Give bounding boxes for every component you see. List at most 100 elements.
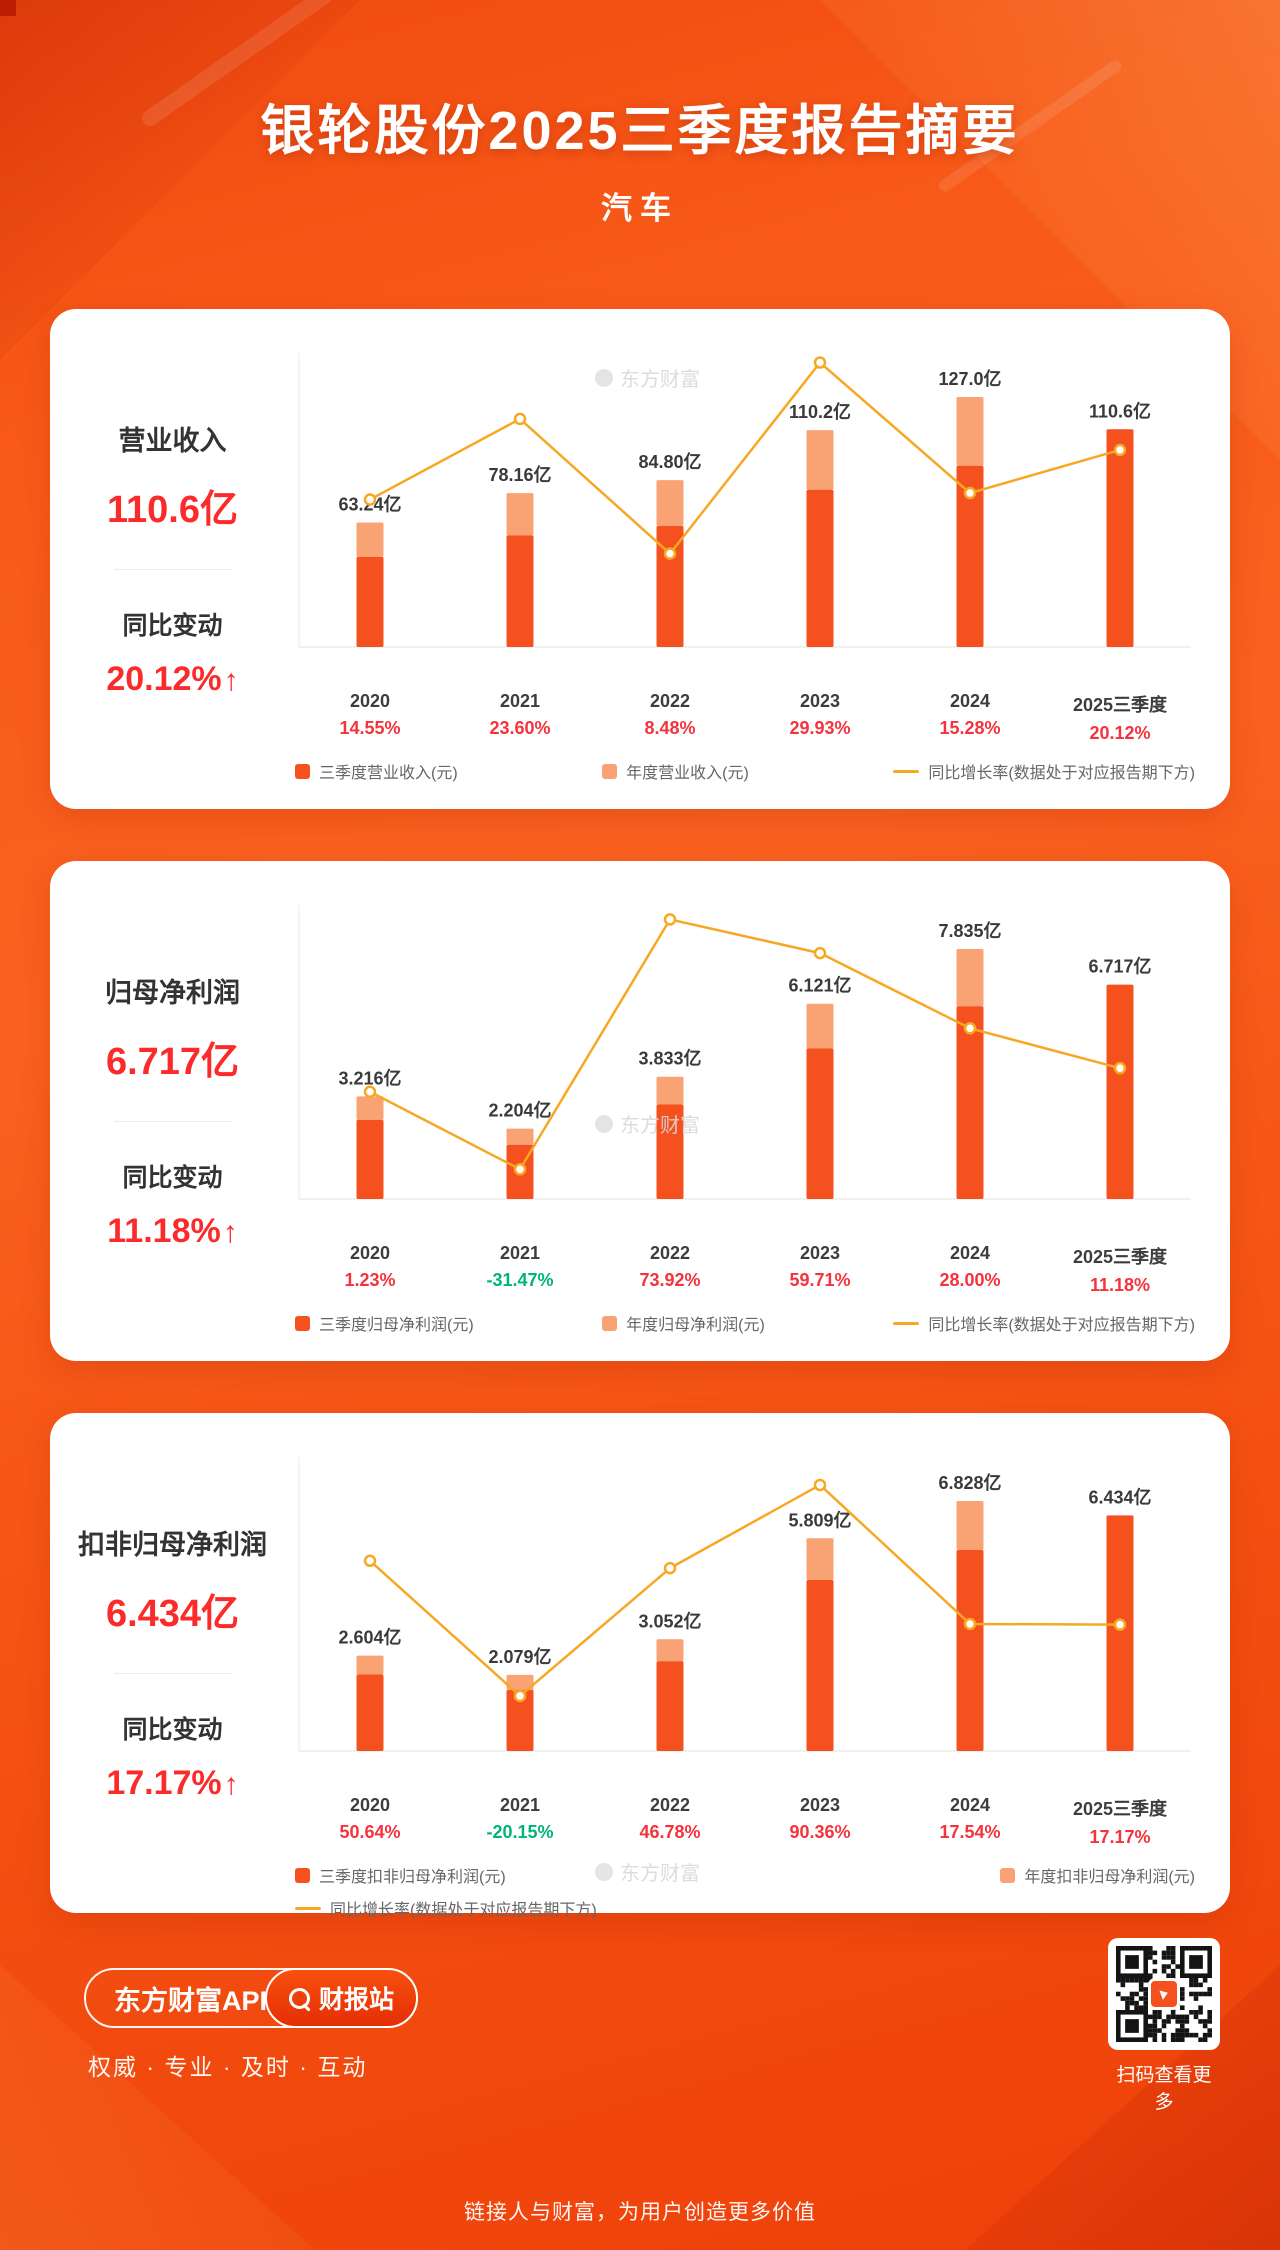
legend-label: 三季度归母净利润(元) bbox=[319, 1317, 474, 1334]
change-percent: 17.17% bbox=[106, 1764, 222, 1802]
metric-value: 110.6亿 bbox=[107, 489, 238, 531]
svg-text:3.833亿: 3.833亿 bbox=[638, 1048, 701, 1069]
divider bbox=[113, 569, 232, 570]
legend-line-swatch bbox=[893, 769, 920, 773]
x-axis-label: 2021 -20.15% bbox=[486, 1795, 554, 1842]
svg-text:5.809亿: 5.809亿 bbox=[788, 1509, 851, 1530]
legend-line-swatch bbox=[893, 1321, 920, 1325]
corner-accent bbox=[0, 0, 16, 16]
legend-item: 三季度归母净利润(元) bbox=[295, 1311, 474, 1335]
page-title: 银轮股份2025三季度报告摘要 bbox=[260, 101, 1020, 161]
watermark: 东方财富 bbox=[595, 1857, 700, 1886]
change-value: 11.18%↑ bbox=[107, 1212, 237, 1251]
x-axis-label: 2022 46.78% bbox=[639, 1795, 701, 1842]
change-value: 17.17%↑ bbox=[106, 1764, 238, 1803]
up-arrow-icon: ↑ bbox=[223, 664, 239, 697]
up-arrow-icon: ↑ bbox=[222, 1216, 238, 1249]
chart-legend: 三季度归母净利润(元) 年度归母净利润(元) 同比增长率(数据处于对应报告期下方) bbox=[295, 1311, 1195, 1335]
svg-text:3.052亿: 3.052亿 bbox=[638, 1610, 701, 1631]
x-axis-label: 2022 73.92% bbox=[639, 1243, 701, 1290]
svg-text:3.216亿: 3.216亿 bbox=[338, 1067, 401, 1088]
change-percent: 11.18% bbox=[107, 1212, 221, 1250]
x-axis-label: 2023 90.36% bbox=[789, 1795, 851, 1842]
x-axis-labels: 2020 50.64% 2021 -20.15% 2022 46.78% 2023 90.36… bbox=[295, 1795, 1195, 1848]
app-name: 东方财富APP bbox=[114, 1985, 278, 2016]
legend-label: 年度归母净利润(元) bbox=[626, 1317, 765, 1334]
svg-text:6.434亿: 6.434亿 bbox=[1088, 1486, 1151, 1507]
qr-caption: 扫码查看更多 bbox=[1116, 2065, 1212, 2113]
watermark: 东方财富 bbox=[595, 1109, 700, 1138]
svg-text:110.6亿: 110.6亿 bbox=[1089, 400, 1151, 421]
x-axis-label: 2021 -31.47% bbox=[486, 1243, 554, 1290]
svg-text:7.835亿: 7.835亿 bbox=[938, 920, 1001, 941]
legend-label: 同比增长率(数据处于对应报告期下方) bbox=[928, 1317, 1195, 1334]
legend-item: 同比增长率(数据处于对应报告期下方) bbox=[893, 759, 1195, 783]
metric-title: 营业收入 bbox=[118, 426, 227, 456]
legend-item: 三季度扣非归母净利润(元) bbox=[295, 1863, 506, 1887]
x-axis-label: 2025三季度 17.17% bbox=[1072, 1799, 1168, 1847]
x-axis-label: 2021 23.60% bbox=[489, 691, 551, 738]
legend-square-swatch bbox=[602, 763, 618, 779]
chart-area: 东方财富 2.604亿 2.079亿 3.052亿 5.809亿 6.828亿 6.434… bbox=[295, 1433, 1205, 1919]
qr-pattern bbox=[1116, 1946, 1212, 2042]
x-axis-label: 2024 17.54% bbox=[939, 1795, 1001, 1842]
legend-label: 年度营业收入(元) bbox=[626, 765, 749, 782]
legend-label: 同比增长率(数据处于对应报告期下方) bbox=[330, 1902, 597, 1919]
legend-square-swatch bbox=[295, 1867, 310, 1883]
svg-text:110.2亿: 110.2亿 bbox=[789, 401, 851, 422]
svg-text:6.828亿: 6.828亿 bbox=[938, 1472, 1001, 1493]
metric-summary: 营业收入 110.6亿 同比变动 20.12%↑ bbox=[50, 309, 295, 809]
qr-code bbox=[1108, 1938, 1220, 2050]
legend-label: 三季度扣非归母净利润(元) bbox=[319, 1869, 506, 1886]
metric-card: 扣非归母净利润 6.434亿 同比变动 17.17%↑ 东方财富 2.604亿 2… bbox=[50, 1413, 1230, 1919]
x-axis-label: 2024 28.00% bbox=[939, 1243, 1001, 1290]
metric-value: 6.434亿 bbox=[105, 1593, 240, 1635]
legend-item: 年度营业收入(元) bbox=[602, 759, 749, 783]
legend-item: 同比增长率(数据处于对应报告期下方) bbox=[893, 1311, 1195, 1335]
svg-text:2.204亿: 2.204亿 bbox=[488, 1100, 551, 1121]
legend-item: 年度归母净利润(元) bbox=[602, 1311, 765, 1335]
chart-area: 东方财富 3.216亿 2.204亿 3.833亿 6.121亿 7.835亿 6.717… bbox=[295, 881, 1205, 1359]
report-station-button[interactable]: 财报站 bbox=[264, 1968, 418, 2028]
legend-square-swatch bbox=[602, 1315, 618, 1331]
metric-summary: 归母净利润 6.717亿 同比变动 11.18%↑ bbox=[50, 861, 295, 1361]
report-station-label: 财报站 bbox=[318, 1986, 394, 2014]
x-axis-label: 2025三季度 11.18% bbox=[1072, 1247, 1168, 1295]
qr-center-logo bbox=[1148, 1978, 1180, 2010]
tagline: 权威 · 专业 · 及时 · 互动 bbox=[88, 2054, 368, 2080]
x-axis-labels: 2020 14.55% 2021 23.60% 2022 8.48% 2023 29.93% 2… bbox=[295, 691, 1195, 744]
legend-label: 同比增长率(数据处于对应报告期下方) bbox=[928, 765, 1195, 782]
chart-legend: 三季度扣非归母净利润(元) 年度扣非归母净利润(元) 同比增长率(数据处于对应报告期… bbox=[295, 1863, 1195, 1920]
svg-text:84.80亿: 84.80亿 bbox=[638, 451, 701, 472]
legend-item: 三季度营业收入(元) bbox=[295, 759, 458, 783]
legend-label: 年度扣非归母净利润(元) bbox=[1024, 1869, 1195, 1886]
legend-square-swatch bbox=[1000, 1867, 1016, 1883]
x-axis-label: 2020 1.23% bbox=[344, 1243, 396, 1290]
app-pill[interactable]: 东方财富APP 财报站 bbox=[84, 1968, 418, 2028]
metric-cards: 营业收入 110.6亿 同比变动 20.12%↑ 东方财富 63.24亿78.1… bbox=[50, 309, 1230, 1919]
up-arrow-icon: ↑ bbox=[223, 1768, 239, 1801]
legend-label: 三季度营业收入(元) bbox=[319, 765, 458, 782]
metric-title: 扣非归母净利润 bbox=[78, 1530, 267, 1560]
legend-item: 年度扣非归母净利润(元) bbox=[1000, 1863, 1195, 1887]
x-axis-label: 2020 14.55% bbox=[339, 691, 401, 738]
chart-legend: 三季度营业收入(元) 年度营业收入(元) 同比增长率(数据处于对应报告期下方) bbox=[295, 759, 1195, 783]
chart-area: 东方财富 63.24亿78.16亿84.80亿110.2亿127.0亿110.6… bbox=[295, 329, 1205, 807]
divider bbox=[113, 1673, 232, 1674]
watermark: 东方财富 bbox=[595, 363, 700, 392]
svg-text:2.079亿: 2.079亿 bbox=[488, 1646, 551, 1667]
x-axis-label: 2025三季度 20.12% bbox=[1072, 695, 1168, 743]
x-axis-labels: 2020 1.23% 2021 -31.47% 2022 73.92% 2023 59.71%… bbox=[295, 1243, 1195, 1296]
legend-line-swatch bbox=[295, 1906, 321, 1910]
svg-text:2.604亿: 2.604亿 bbox=[338, 1627, 401, 1648]
footer-slogan: 链接人与财富，为用户创造更多价值 bbox=[464, 2201, 816, 2224]
metric-title: 归母净利润 bbox=[105, 978, 240, 1008]
change-label: 同比变动 bbox=[122, 1164, 223, 1192]
svg-text:127.0亿: 127.0亿 bbox=[938, 368, 1001, 389]
footer: 链接人与财富，为用户创造更多价值 bbox=[0, 2196, 1280, 2226]
bar-line-chart: 3.216亿 2.204亿 3.833亿 6.121亿 7.835亿 6.717亿 bbox=[298, 905, 1191, 1200]
metric-card: 营业收入 110.6亿 同比变动 20.12%↑ 东方财富 63.24亿78.1… bbox=[50, 309, 1230, 809]
x-axis-label: 2023 59.71% bbox=[789, 1243, 851, 1290]
page-subtitle: 汽车 bbox=[601, 191, 679, 226]
